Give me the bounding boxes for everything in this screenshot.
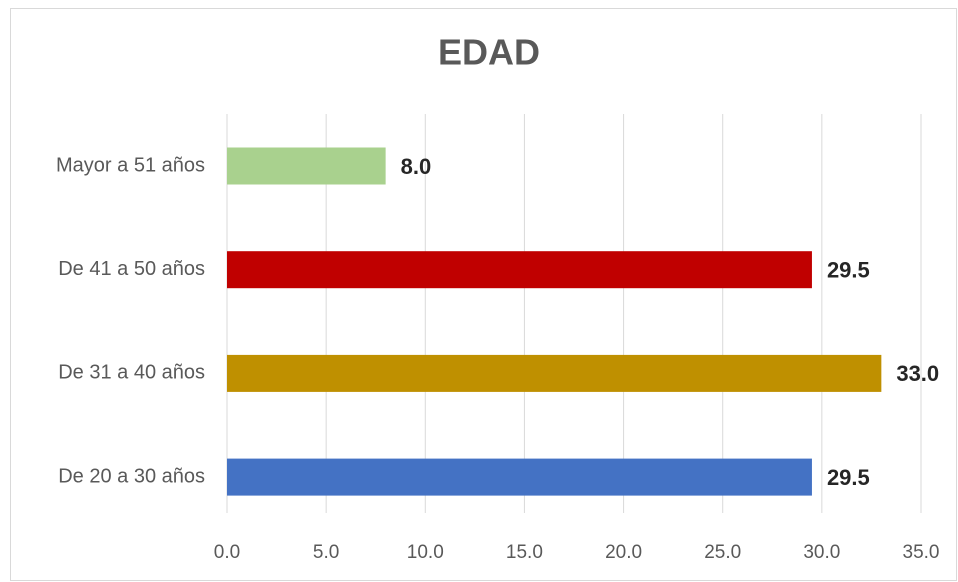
- x-tick-label: 10.0: [407, 542, 444, 563]
- data-label: 29.5: [827, 258, 870, 283]
- y-tick-label: De 41 a 50 años: [58, 258, 205, 280]
- x-tick-label: 35.0: [903, 542, 940, 563]
- y-tick-label: De 20 a 30 años: [58, 465, 205, 487]
- data-label: 33.0: [896, 361, 939, 386]
- x-tick-label: 30.0: [803, 542, 840, 563]
- bar: [227, 251, 812, 289]
- bar: [227, 147, 386, 185]
- x-tick-label: 25.0: [704, 542, 741, 563]
- x-tick-label: 5.0: [313, 542, 339, 563]
- x-tick-label: 15.0: [506, 542, 543, 563]
- chart-title: EDAD: [438, 32, 540, 73]
- x-tick-label: 0.0: [214, 542, 240, 563]
- y-tick-label: Mayor a 51 años: [56, 154, 205, 176]
- data-label: 8.0: [401, 154, 432, 179]
- data-label: 29.5: [827, 465, 870, 490]
- y-tick-label: De 31 a 40 años: [58, 362, 205, 384]
- x-tick-label: 20.0: [605, 542, 642, 563]
- bar: [227, 458, 812, 496]
- bar: [227, 354, 882, 392]
